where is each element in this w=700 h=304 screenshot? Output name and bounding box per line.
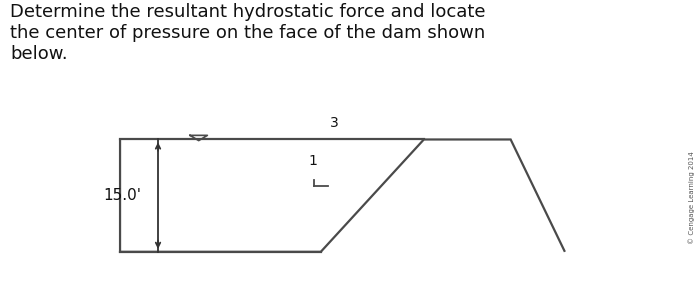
Text: Determine the resultant hydrostatic force and locate
the center of pressure on t: Determine the resultant hydrostatic forc… bbox=[10, 3, 486, 63]
Text: 15.0': 15.0' bbox=[104, 188, 142, 203]
Text: 3: 3 bbox=[330, 116, 339, 130]
Text: 1: 1 bbox=[308, 154, 317, 168]
Text: © Cengage Learning 2014: © Cengage Learning 2014 bbox=[688, 151, 695, 244]
